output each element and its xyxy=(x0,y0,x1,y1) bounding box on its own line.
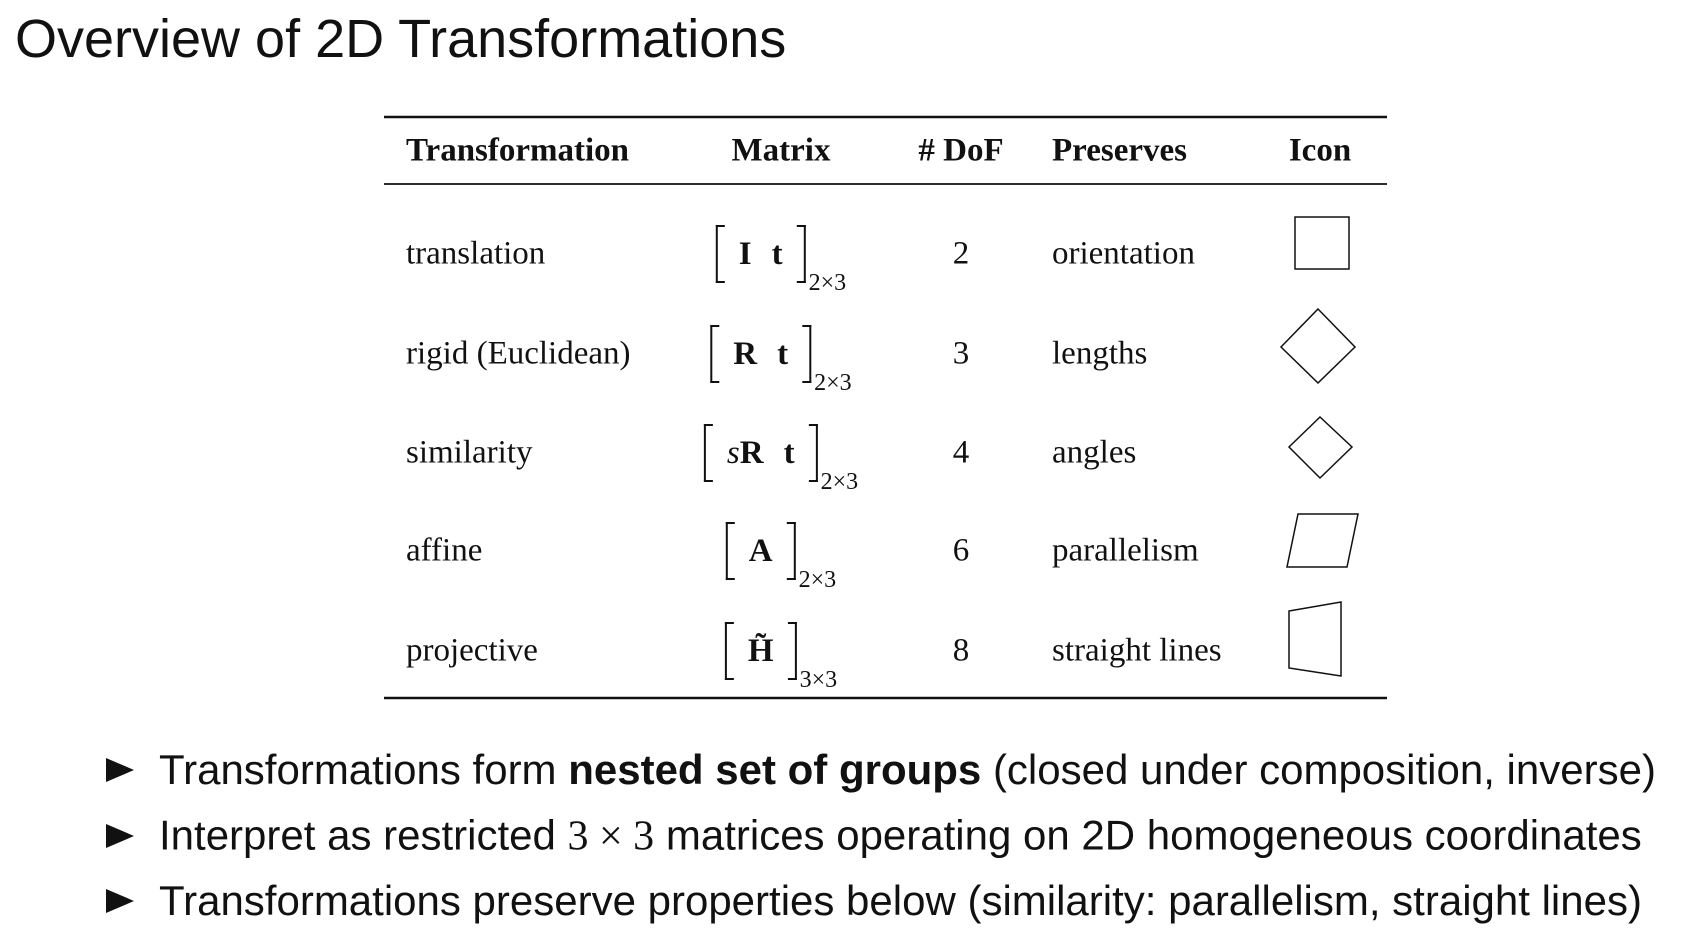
icon-translation xyxy=(1294,216,1350,270)
matrix-entry: sR xyxy=(727,435,764,472)
matrix-symbol: H̃ xyxy=(747,632,774,669)
bullet-text: Interpret as restricted xyxy=(159,811,568,859)
bullet-text: (closed under composition, inverse) xyxy=(981,746,1656,793)
matrix-symbol: t xyxy=(783,434,795,471)
dof: 2 xyxy=(952,235,970,272)
bracket-right xyxy=(796,225,806,283)
matrix: A 2×3 xyxy=(725,522,836,593)
preserves: parallelism xyxy=(1052,532,1199,569)
bullet-text: Transformations form xyxy=(159,746,569,793)
bullet-marker xyxy=(106,889,134,913)
slide-title: Overview of 2D Transformations xyxy=(15,9,787,69)
bullet-item: Interpret as restricted 3 × 3 matrices o… xyxy=(159,812,1642,861)
bullet-text: Transformations preserve properties belo… xyxy=(159,877,1642,924)
matrix: sR t 2×3 xyxy=(703,424,858,495)
matrix-size: 2×3 xyxy=(798,567,837,593)
icon-similarity xyxy=(1287,415,1354,480)
matrix-symbol: R xyxy=(733,335,758,372)
bullet-item: Transformations form nested set of group… xyxy=(159,746,1656,794)
matrix-symbol: t xyxy=(771,235,783,272)
matrix-size: 2×3 xyxy=(808,270,847,296)
transformation-name: rigid (Euclidean) xyxy=(406,335,631,372)
matrix-symbol: A xyxy=(748,532,773,569)
transformation-name: projective xyxy=(406,632,538,669)
matrix-entry: t xyxy=(772,236,783,273)
matrix-entry: R xyxy=(733,336,757,373)
bracket-left xyxy=(725,522,735,580)
matrix-size: 2×3 xyxy=(814,370,852,396)
transformation-name: translation xyxy=(406,235,546,272)
matrix-symbol: I xyxy=(738,235,752,272)
bracket-right xyxy=(808,424,818,482)
table-header: # DoF xyxy=(918,132,1004,169)
table-header: Matrix xyxy=(731,132,831,169)
bracket-left xyxy=(715,225,725,283)
dof: 6 xyxy=(952,532,970,569)
bullet-text: nested set of groups xyxy=(568,746,982,793)
matrix-entry: I xyxy=(739,236,752,273)
bullet-text: matrices operating on 2D homogeneous coo… xyxy=(654,811,1642,859)
matrix-entry: t xyxy=(784,435,795,472)
bracket-right xyxy=(802,325,812,383)
transformation-name: affine xyxy=(406,532,483,569)
bracket-right xyxy=(787,622,797,680)
dof: 4 xyxy=(952,434,970,471)
matrix-symbol: s xyxy=(726,434,740,471)
matrix-symbol: t xyxy=(777,335,789,372)
bracket-right xyxy=(786,522,796,580)
preserves: orientation xyxy=(1052,235,1195,272)
matrix-entry: A xyxy=(749,533,773,570)
bracket-left xyxy=(703,424,713,482)
table-header: Preserves xyxy=(1052,132,1187,169)
dof: 3 xyxy=(952,335,970,372)
preserves: lengths xyxy=(1052,335,1148,372)
dof: 8 xyxy=(952,632,970,669)
table-header: Transformation xyxy=(406,132,630,169)
bullet-marker xyxy=(106,758,134,782)
matrix-size: 2×3 xyxy=(820,469,859,495)
icon-projective xyxy=(1288,601,1342,677)
matrix: H̃ 3×3 xyxy=(724,622,837,693)
bullet-item: Transformations preserve properties belo… xyxy=(159,877,1642,925)
matrix-entry: t xyxy=(777,336,788,373)
icon-affine xyxy=(1286,513,1359,568)
icon-rigid xyxy=(1279,307,1357,385)
transformation-name: similarity xyxy=(406,434,533,471)
matrix-symbol: R xyxy=(739,434,764,471)
matrix-size: 3×3 xyxy=(799,667,838,693)
bracket-left xyxy=(724,622,734,680)
preserves: straight lines xyxy=(1052,632,1222,669)
preserves: angles xyxy=(1052,434,1137,471)
bullet-text: 3 × 3 xyxy=(567,813,655,860)
bracket-left xyxy=(710,325,720,383)
bullet-marker xyxy=(106,824,134,848)
matrix-entry: H̃ xyxy=(748,633,774,670)
table-header: Icon xyxy=(1288,132,1352,169)
